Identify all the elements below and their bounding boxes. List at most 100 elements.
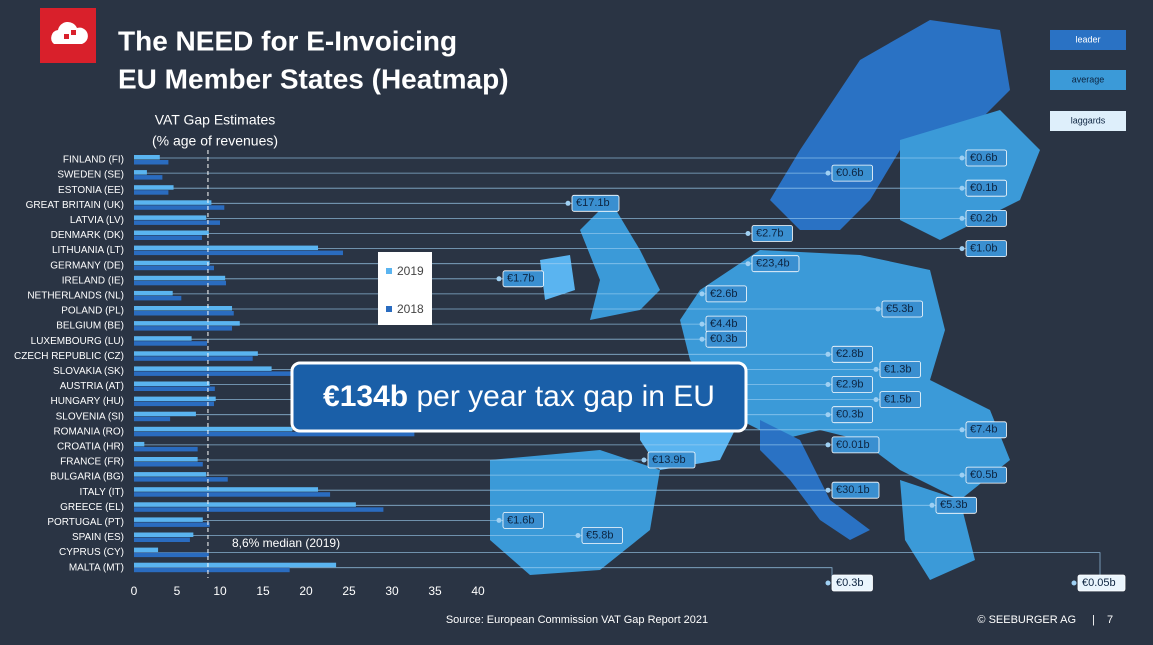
map-label-box: [831, 376, 873, 393]
connector-dot: [825, 487, 831, 493]
category-label: NETHERLANDS (NL): [27, 291, 124, 302]
category-label: SPAIN (ES): [72, 532, 124, 543]
legend-label: average: [1072, 74, 1105, 84]
connector-dot: [825, 351, 831, 357]
scandinavia: [770, 20, 1010, 230]
bar: [134, 200, 212, 205]
category-label: AUSTRIA (AT): [60, 381, 124, 392]
bar: [134, 381, 210, 386]
map-label: €2.9b: [836, 378, 864, 390]
bar: [134, 502, 356, 507]
legend-swatch: [1050, 30, 1126, 50]
category-label: GREAT BRITAIN (UK): [26, 200, 124, 211]
x-tick-label: 25: [342, 584, 356, 598]
category-label: FRANCE (FR): [60, 457, 124, 468]
connector-dot: [699, 336, 705, 342]
italy: [760, 420, 870, 540]
connector-dot: [699, 321, 705, 327]
map-label-box: [831, 436, 880, 454]
map-label-box: [831, 574, 873, 592]
bar-chart: FINLAND (FI) SWEDEN (SE) ESTONIA (EE) GREAT…: [14, 150, 485, 598]
footer-separator: |: [1092, 614, 1095, 626]
map-label: €0.5b: [970, 469, 998, 481]
category-label: POLAND (PL): [61, 306, 124, 317]
bar: [134, 155, 160, 160]
map-label-box: [647, 451, 696, 469]
bar: [134, 371, 293, 376]
bar: [134, 306, 233, 311]
map-label-box: [935, 496, 977, 514]
category-label: SWEDEN (SE): [57, 170, 124, 181]
bar: [134, 170, 147, 175]
x-tick-label: 35: [428, 584, 442, 598]
x-tick-label: 30: [385, 584, 399, 598]
bar: [134, 265, 214, 271]
connector-dot: [825, 382, 831, 387]
connector-dot: [745, 231, 751, 236]
connector-dot: [959, 472, 965, 478]
map-label: €1.7b: [507, 273, 535, 285]
map-label-box: [831, 481, 880, 499]
map-label-box: [502, 270, 544, 288]
map-label-box: [831, 164, 873, 182]
connector-dot: [1071, 580, 1077, 586]
legend-swatch: [386, 268, 392, 274]
bar: [134, 441, 145, 447]
x-tick-label: 5: [174, 584, 181, 598]
banner: [290, 361, 748, 433]
connector-line: [134, 552, 1101, 583]
category-label: IRELAND (IE): [62, 275, 124, 286]
bar: [134, 507, 384, 512]
bar: [134, 401, 214, 407]
bar: [134, 366, 272, 371]
bar: [134, 230, 209, 235]
connector-dot: [825, 412, 831, 418]
map-label: €4.4b: [710, 318, 738, 330]
map-label-box: [965, 240, 1007, 258]
category-label: LATVIA (LV): [70, 215, 124, 226]
map-label-box: [831, 345, 873, 363]
bar: [134, 431, 415, 437]
bar: [134, 321, 240, 326]
bar: [134, 280, 227, 286]
map-label-box: [1077, 574, 1126, 592]
category-label: BELGIUM (BE): [56, 321, 124, 332]
x-tick-label: 0: [131, 584, 138, 598]
bar: [134, 386, 215, 391]
map-label: €1.3b: [884, 363, 912, 375]
bar: [134, 517, 203, 522]
map-label: €0.6b: [970, 152, 998, 164]
bar: [134, 492, 331, 497]
connector-dot: [873, 366, 879, 372]
logo-cloud: [51, 21, 88, 44]
bar: [134, 351, 258, 356]
bar: [134, 341, 208, 346]
bar: [134, 275, 226, 281]
bar: [134, 175, 163, 180]
banner-amount: €134b: [323, 380, 408, 413]
x-tick-label: 40: [471, 584, 485, 598]
bar: [134, 472, 207, 477]
bar: [134, 547, 159, 553]
bar: [134, 356, 253, 361]
category-label: GERMANY (DE): [50, 260, 124, 271]
map-label-box: [705, 330, 747, 348]
map-label-box: [581, 527, 623, 544]
connector-dot: [959, 246, 965, 252]
map-label: €30.1b: [836, 484, 870, 496]
bar: [134, 215, 207, 220]
connector-dot: [745, 261, 751, 267]
connector-dot: [875, 306, 881, 312]
bar: [134, 245, 319, 251]
bar: [134, 326, 233, 331]
category-label: DENMARK (DK): [51, 230, 124, 241]
bar: [134, 160, 169, 165]
connector-dot: [959, 155, 965, 161]
category-label: ROMANIA (RO): [53, 426, 124, 437]
map-label-box: [965, 421, 1007, 439]
map-label-box: [879, 360, 921, 378]
map-label-box: [965, 209, 1007, 227]
connector-dot: [641, 457, 647, 463]
bar: [134, 336, 192, 341]
category-label: HUNGARY (HU): [50, 396, 124, 407]
